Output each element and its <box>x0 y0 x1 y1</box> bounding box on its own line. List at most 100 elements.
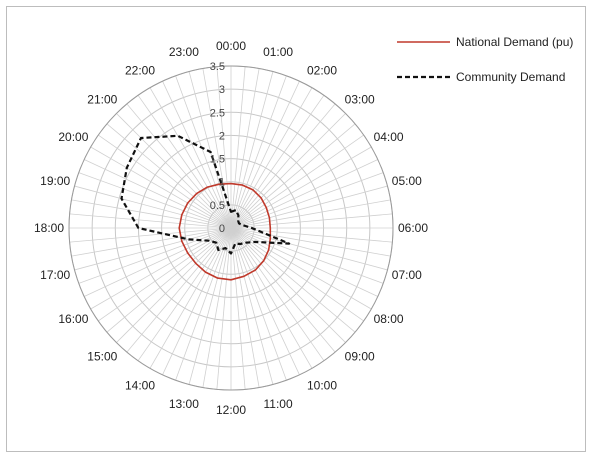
grid-spoke <box>230 227 313 369</box>
grid-spoke <box>202 68 232 229</box>
grid-spoke <box>162 227 232 375</box>
grid-spoke <box>230 213 393 229</box>
grid-spoke <box>188 71 232 229</box>
radar-series <box>120 134 291 281</box>
grid-spoke <box>230 227 393 243</box>
grid-spoke <box>230 66 246 229</box>
grid-spoke <box>230 227 300 375</box>
grid-spoke <box>230 227 346 343</box>
grid-spoke <box>106 123 232 229</box>
grid-spoke <box>202 227 232 388</box>
hour-label: 11:00 <box>264 397 293 411</box>
grid-spoke <box>74 227 232 271</box>
radial-tick-label: 3.5 <box>210 61 225 73</box>
grid-spoke <box>230 71 274 229</box>
radar-labels: 00:00 01:00 02:00 03:00 04:00 05:00 06:00 07:00… <box>34 39 428 417</box>
chart-frame <box>6 6 586 452</box>
grid-spoke <box>230 159 378 229</box>
grid-spoke <box>230 227 336 353</box>
grid-spoke <box>230 227 364 322</box>
grid-spoke <box>230 95 325 229</box>
grid-spoke <box>216 227 232 390</box>
grid-spoke <box>230 146 372 229</box>
legend-label-national: National Demand (pu) <box>456 35 573 49</box>
hour-label: 05:00 <box>392 174 422 188</box>
grid-spoke <box>175 75 232 229</box>
hour-label: 16:00 <box>58 312 88 326</box>
radial-tick-label: 2.5 <box>210 107 225 119</box>
grid-spoke <box>98 227 232 322</box>
grid-spoke <box>137 95 232 229</box>
hour-label: 22:00 <box>125 63 155 77</box>
grid-spoke <box>230 113 346 229</box>
hour-label: 03:00 <box>345 92 375 106</box>
hour-label: 18:00 <box>34 221 64 235</box>
grid-spoke <box>230 227 391 257</box>
hour-label: 19:00 <box>40 174 70 188</box>
grid-spoke <box>69 213 232 229</box>
grid-spoke <box>230 172 384 229</box>
grid-spoke <box>230 199 391 229</box>
grid-spoke <box>230 123 356 229</box>
hour-label: 17:00 <box>40 268 70 282</box>
radial-tick-label: 1.5 <box>210 154 225 166</box>
radial-tick-label: 3 <box>219 84 225 96</box>
hour-label: 15:00 <box>87 350 117 364</box>
grid-spoke <box>188 227 232 385</box>
grid-spoke <box>230 185 388 229</box>
grid-spoke <box>230 87 313 229</box>
radial-tick-label: 0 <box>219 223 225 235</box>
grid-spoke <box>149 227 232 369</box>
grid-spoke <box>230 227 287 381</box>
series-line-community-demand <box>120 134 291 255</box>
grid-spoke <box>216 66 232 229</box>
grid-spoke <box>84 227 232 297</box>
grid-spoke <box>230 81 300 229</box>
hour-label: 02:00 <box>307 63 337 77</box>
hour-label: 07:00 <box>392 268 422 282</box>
grid-spoke <box>230 227 384 284</box>
hour-label: 08:00 <box>374 312 404 326</box>
grid-spoke <box>71 227 232 257</box>
series-line-national-demand <box>178 182 272 281</box>
grid-spoke <box>230 227 274 385</box>
grid-spoke <box>230 227 378 297</box>
grid-spoke <box>162 81 232 229</box>
grid-spoke <box>230 134 364 229</box>
hour-label: 12:00 <box>216 403 246 417</box>
grid-spoke <box>230 75 287 229</box>
hour-label: 20:00 <box>58 130 88 144</box>
grid-spoke <box>230 68 260 229</box>
hour-label: 00:00 <box>216 39 246 53</box>
grid-spoke <box>149 87 232 229</box>
hour-label: 21:00 <box>87 92 117 106</box>
grid-spoke <box>175 227 232 381</box>
grid-spoke <box>106 227 232 333</box>
grid-spoke <box>84 159 232 229</box>
grid-spoke <box>230 227 246 390</box>
grid-spoke <box>116 113 232 229</box>
grid-spoke <box>71 199 232 229</box>
hour-label: 13:00 <box>169 397 199 411</box>
grid-spoke <box>90 146 232 229</box>
legend: National Demand (pu) Community Demand <box>397 35 573 84</box>
grid-spoke <box>74 185 232 229</box>
grid-spoke <box>230 103 336 229</box>
grid-spoke <box>230 227 325 361</box>
radial-tick-label: 1 <box>219 177 225 189</box>
grid-spoke <box>137 227 232 361</box>
radar-grid <box>68 65 394 391</box>
legend-label-community: Community Demand <box>456 70 565 84</box>
grid-spoke <box>126 227 232 353</box>
hour-label: 10:00 <box>307 379 337 393</box>
hour-label: 09:00 <box>345 350 375 364</box>
radial-tick-label: 0.5 <box>210 200 225 212</box>
hour-label: 06:00 <box>398 221 428 235</box>
radial-tick-label: 2 <box>219 130 225 142</box>
hour-label: 14:00 <box>125 379 155 393</box>
grid-spoke <box>98 134 232 229</box>
hour-label: 01:00 <box>263 45 293 59</box>
grid-spoke <box>126 103 232 229</box>
grid-outer-ring <box>68 65 394 391</box>
hour-label: 23:00 <box>169 45 199 59</box>
